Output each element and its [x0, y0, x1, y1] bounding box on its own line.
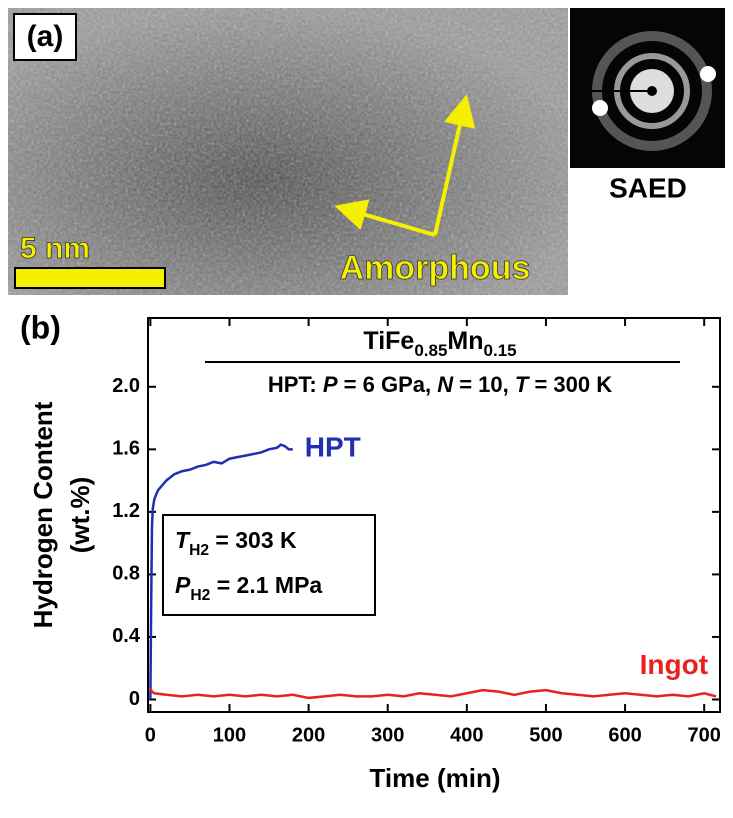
- pointer-dot: [647, 86, 657, 96]
- y-tick-label: 0.8: [112, 563, 140, 585]
- series-line: [149, 443, 293, 700]
- series-line: [149, 687, 717, 700]
- plot-frame: [147, 317, 721, 713]
- rich-text: PH2 = 2.1 MPa: [175, 572, 322, 604]
- text-part: P: [175, 572, 191, 598]
- text-part: H2: [190, 587, 210, 604]
- x-tick-label: 700: [687, 724, 720, 746]
- rich-text: TiFe0.85Mn0.15: [363, 327, 516, 360]
- label-box: [13, 13, 77, 61]
- text-part: T: [515, 372, 530, 397]
- arrow: [334, 199, 436, 237]
- text-part: P: [323, 372, 338, 397]
- arrow: [433, 94, 476, 236]
- rich-text: HPT: P = 6 GPa, N = 10, T = 300 K: [268, 372, 612, 397]
- text-part: = 10,: [453, 372, 515, 397]
- condition-box: [162, 514, 376, 616]
- text-part: T: [175, 527, 191, 553]
- text-part: TiFe: [363, 327, 414, 355]
- text-part: H2: [189, 542, 209, 559]
- x-tick-label: 300: [371, 724, 404, 746]
- y-axis-label: (wt.%): [65, 477, 95, 554]
- y-tick-label: 1.2: [112, 500, 140, 522]
- tem-texture: [8, 8, 568, 295]
- y-tick-label: 1.6: [112, 438, 140, 460]
- series-label: Ingot: [640, 649, 708, 680]
- x-tick-label: 400: [450, 724, 483, 746]
- x-tick-label: 200: [292, 724, 325, 746]
- x-tick-label: 100: [213, 724, 246, 746]
- x-axis-label: Time (min): [370, 763, 501, 793]
- scale-label: 5 nm: [20, 232, 90, 265]
- rich-text: TH2 = 303 K: [175, 527, 297, 559]
- x-tick-label: 0: [145, 724, 156, 746]
- text-part: = 300 K: [528, 372, 612, 397]
- panel-label: (a): [27, 20, 64, 53]
- spot: [700, 66, 716, 82]
- annotation: Amorphous: [340, 249, 531, 287]
- y-tick-label: 0.4: [112, 625, 141, 647]
- x-tick-label: 500: [529, 724, 562, 746]
- x-tick-label: 600: [608, 724, 641, 746]
- text-part: Mn: [447, 327, 483, 355]
- text-part: = 303 K: [209, 527, 297, 553]
- series-label: HPT: [305, 432, 361, 463]
- spot: [592, 100, 608, 116]
- y-tick-label: 0: [129, 688, 140, 710]
- inset-label: SAED: [609, 172, 687, 203]
- text-part: N: [437, 372, 454, 397]
- scale-bar: [14, 267, 166, 289]
- text-part: = 2.1 MPa: [210, 572, 322, 598]
- text-part: = 6 GPa,: [338, 372, 438, 397]
- text-part: 0.15: [484, 341, 517, 360]
- text-part: 0.85: [414, 341, 447, 360]
- panel-label: (b): [20, 309, 61, 345]
- y-axis-label: Hydrogen Content: [28, 401, 58, 628]
- text-part: HPT:: [268, 372, 323, 397]
- y-tick-label: 2.0: [112, 375, 140, 397]
